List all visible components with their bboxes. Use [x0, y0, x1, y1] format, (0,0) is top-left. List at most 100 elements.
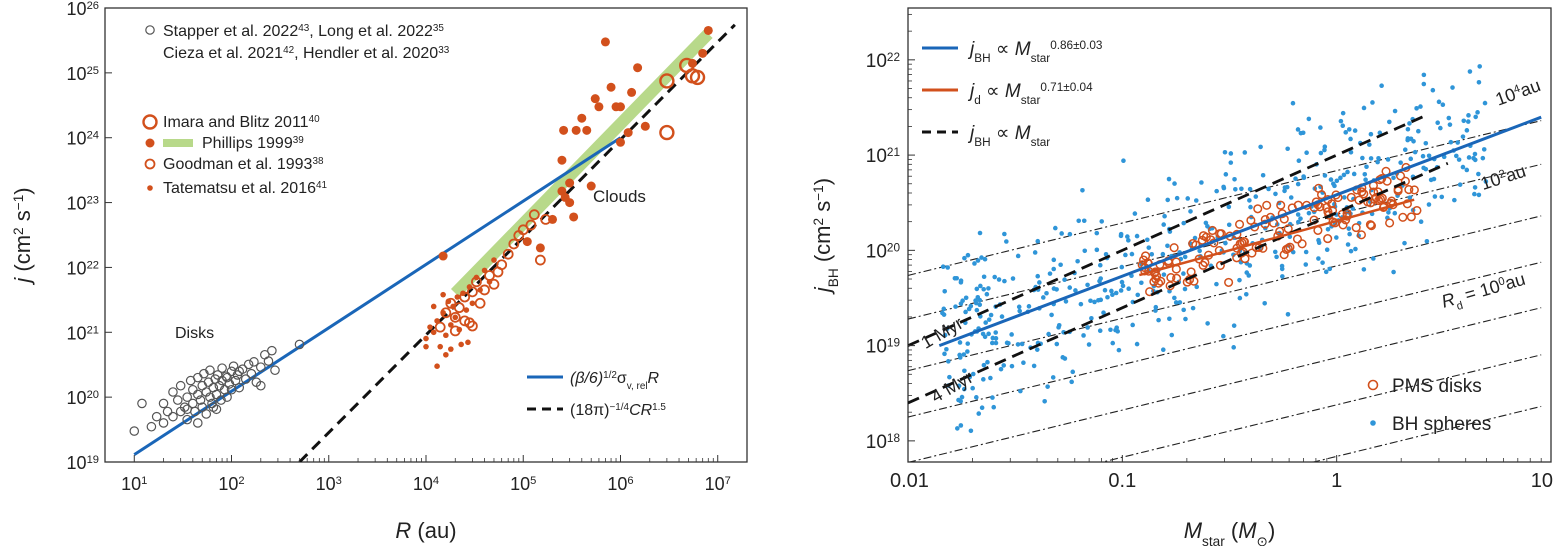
- bh-sphere-point: [1214, 281, 1219, 287]
- legend-imara-part: Imara and Blitz 2011: [163, 114, 309, 131]
- bh-sphere-point: [956, 383, 962, 389]
- tatematsu-point: [437, 343, 444, 350]
- bh-sphere-point: [1097, 262, 1103, 268]
- annotation-r4-part: 4: [1512, 83, 1522, 96]
- phillips-point: [569, 212, 579, 222]
- left-x-axis-label-part: (au): [411, 518, 456, 543]
- left-x-tick-label-part: 3: [336, 475, 342, 487]
- imara-point: [659, 73, 675, 89]
- bh-sphere-point: [1363, 177, 1368, 182]
- bh-sphere-point: [963, 295, 969, 301]
- disk-point: [151, 411, 162, 422]
- bh-sphere-point: [1476, 192, 1482, 198]
- bh-sphere-point: [1108, 327, 1113, 333]
- bh-sphere-point: [1322, 173, 1328, 178]
- bh-sphere-point: [1070, 369, 1076, 375]
- bh-sphere-point: [1113, 290, 1119, 296]
- left-y-tick-label-part: 22: [87, 259, 99, 271]
- bh-sphere-point: [983, 320, 988, 325]
- legend-goodman: Goodman et al. 199338: [163, 156, 324, 174]
- bh-sphere-point: [1296, 158, 1302, 164]
- phillips-point: [548, 214, 558, 224]
- left-x-axis-label: R (au): [395, 518, 456, 543]
- bh-sphere-point: [977, 297, 983, 303]
- bh-sphere-point: [1361, 267, 1367, 272]
- bh-sphere-point: [962, 368, 967, 374]
- pms-disk-point: [1400, 176, 1410, 186]
- bh-sphere-point: [1480, 155, 1486, 161]
- left-y-tick-label-part: 10: [67, 388, 87, 408]
- bh-sphere-point: [1423, 140, 1429, 146]
- right-x-axis-label: Mstar (M⊙): [1184, 518, 1276, 546]
- left-y-tick-label-part: 10: [67, 129, 87, 149]
- disk-point: [168, 411, 178, 422]
- bh-sphere-point: [1290, 100, 1296, 106]
- bh-sphere-point: [953, 304, 958, 309]
- bh-sphere-point: [981, 274, 987, 280]
- legend-dashed-line-label-part: −1/4: [610, 402, 630, 413]
- goodman-point: [534, 254, 546, 266]
- disk-point: [205, 392, 215, 402]
- left-x-tick-label: 107: [705, 474, 731, 494]
- bh-sphere-point: [1379, 83, 1384, 89]
- bh-sphere-point: [1391, 269, 1396, 275]
- pms-disk-point: [1247, 248, 1257, 258]
- bh-sphere-point: [1472, 191, 1477, 197]
- bh-sphere-point: [1306, 210, 1312, 216]
- bh-sphere-point: [1062, 277, 1067, 283]
- bh-sphere-point: [1421, 165, 1426, 171]
- pms-disk-point: [1188, 239, 1198, 249]
- right-x-tick-label-part: 1: [1331, 470, 1342, 492]
- left-x-tick-label: 101: [121, 474, 147, 494]
- bh-sphere-point: [1391, 175, 1396, 181]
- disk-point: [192, 418, 203, 428]
- tatematsu-point: [445, 298, 452, 305]
- disk-point: [175, 380, 186, 391]
- left-y-tick-label-part: 21: [87, 324, 99, 336]
- bh-sphere-point: [985, 359, 990, 365]
- bh-sphere-point: [1450, 85, 1455, 90]
- goodman-point: [466, 286, 478, 298]
- disk-point: [240, 374, 251, 384]
- left-y-tick-label-part: 10: [67, 194, 87, 214]
- pms-disk-point: [1406, 212, 1416, 222]
- bh-sphere-point: [1282, 188, 1287, 194]
- disk-point: [294, 339, 305, 350]
- bh-sphere-point: [1348, 248, 1354, 254]
- right-y-tick-label: 1022: [866, 50, 900, 72]
- pms-disk-point: [1412, 205, 1422, 216]
- legend-entry-0-part: 0.86±0.03: [1050, 39, 1103, 52]
- left-x-tick-label-part: 10: [121, 474, 141, 494]
- bh-sphere-point: [1101, 310, 1106, 316]
- bh-sphere-point: [1078, 301, 1084, 307]
- bh-sphere-point: [1199, 180, 1204, 185]
- bh-sphere-point: [965, 252, 971, 258]
- bh-sphere-point: [959, 394, 965, 400]
- bh-sphere-point: [1222, 149, 1228, 155]
- phillips-point: [577, 113, 587, 123]
- disk-point: [222, 372, 232, 383]
- bh-sphere-point: [1223, 240, 1228, 246]
- disk-point: [182, 392, 192, 402]
- tatematsu-point: [481, 267, 488, 274]
- right-x-axis-label-part: star: [1202, 534, 1225, 546]
- legend-top-line-1-part: 43: [298, 23, 310, 34]
- pms-disk-point: [1385, 218, 1395, 228]
- disk-point: [255, 380, 266, 391]
- bh-sphere-point: [1050, 375, 1056, 380]
- bh-sphere-point: [1183, 316, 1188, 322]
- bh-sphere-point: [1346, 127, 1352, 132]
- annotation-r2: 102au: [1478, 161, 1528, 194]
- bh-sphere-point: [977, 230, 983, 236]
- bh-sphere-point: [1172, 181, 1177, 186]
- bh-sphere-point: [1285, 146, 1290, 152]
- bh-sphere-point: [1110, 292, 1115, 298]
- bh-sphere-point: [1009, 363, 1015, 369]
- bh-sphere-point: [1119, 264, 1125, 270]
- bh-sphere-point: [990, 395, 995, 400]
- legend-blue-line-label-part: 1/2: [603, 370, 617, 381]
- goodman-point: [502, 248, 514, 260]
- bh-sphere-point: [1461, 118, 1467, 124]
- bh-sphere-point: [1047, 271, 1053, 276]
- legend-blue-line-label-part: R: [648, 370, 660, 387]
